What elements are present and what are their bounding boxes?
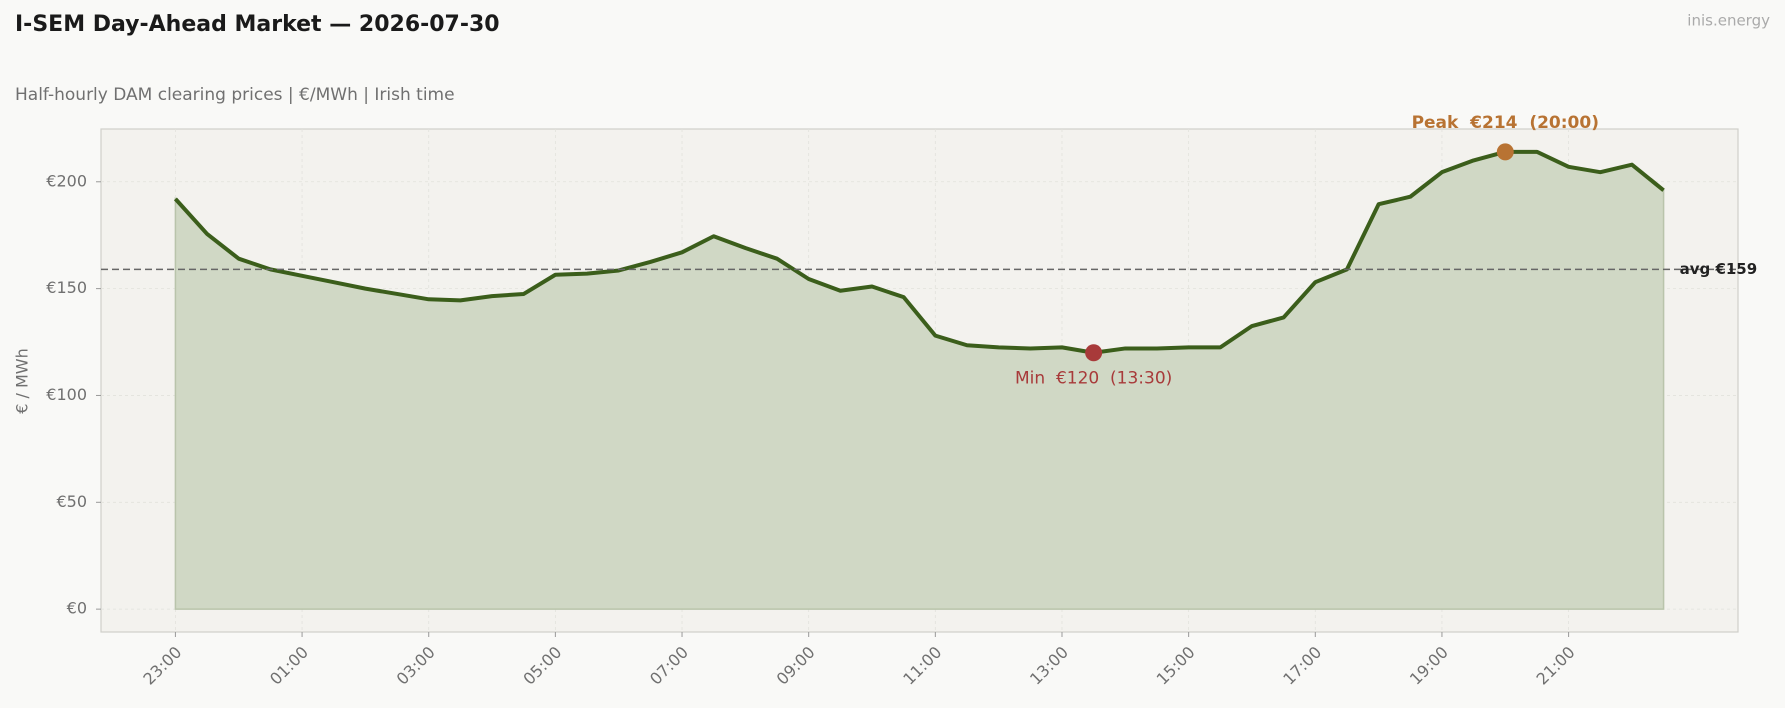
y-tick-label: €0	[67, 599, 87, 618]
annotation-dot	[1085, 344, 1103, 362]
watermark: inis.energy	[1687, 12, 1770, 30]
annotation-label: Peak €214 (20:00)	[1412, 113, 1599, 133]
y-tick-label: €150	[46, 278, 87, 297]
y-tick-label: €200	[46, 171, 87, 190]
annotation-dot	[1496, 143, 1514, 161]
y-axis-label: € / MWh	[13, 348, 32, 414]
line	[173, 149, 1665, 355]
annotation-label: Min €120 (13:30)	[1015, 369, 1172, 389]
y-tick-label: €50	[56, 492, 87, 511]
reference-label: avg €159	[1680, 260, 1758, 278]
chart-title: I-SEM Day-Ahead Market — 2026-07-30	[15, 12, 500, 37]
y-tick-label: €100	[46, 385, 87, 404]
chart-subtitle: Half-hourly DAM clearing prices | €/MWh …	[15, 85, 455, 105]
